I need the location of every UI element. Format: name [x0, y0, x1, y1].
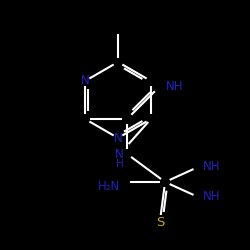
Text: H₂N: H₂N — [98, 180, 120, 194]
Text: H: H — [116, 159, 124, 169]
Text: NH: NH — [203, 160, 220, 173]
Text: NH: NH — [203, 190, 220, 203]
Text: S: S — [156, 216, 164, 230]
Text: NH: NH — [166, 80, 184, 94]
Text: N: N — [81, 74, 90, 88]
Text: N: N — [114, 132, 122, 144]
Text: N: N — [115, 148, 124, 160]
